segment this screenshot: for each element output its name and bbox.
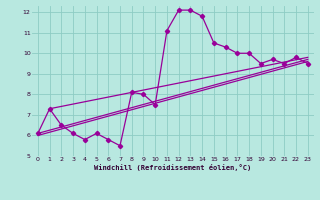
X-axis label: Windchill (Refroidissement éolien,°C): Windchill (Refroidissement éolien,°C) [94, 164, 252, 171]
